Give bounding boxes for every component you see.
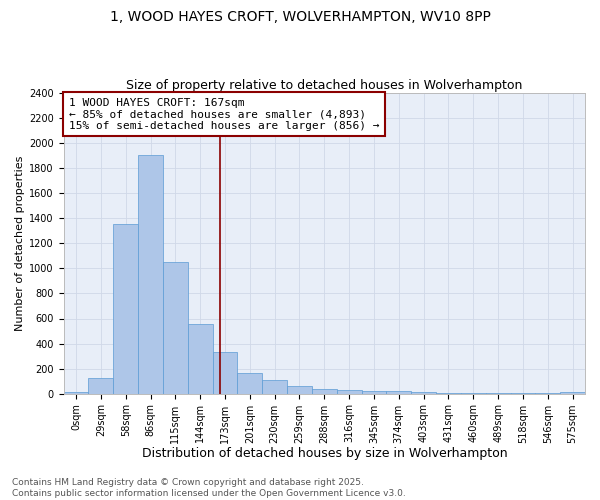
Bar (138, 154, 163, 394)
Y-axis label: Number of detached properties: Number of detached properties (15, 156, 25, 331)
Bar (88, 378, 113, 394)
Bar (212, 352, 238, 394)
Bar (113, 224, 138, 394)
Bar (386, 391, 411, 394)
Bar (163, 262, 188, 394)
Bar (287, 386, 312, 394)
Title: Size of property relative to detached houses in Wolverhampton: Size of property relative to detached ho… (126, 79, 523, 92)
Bar (362, 391, 386, 394)
Bar (64, 392, 88, 394)
Text: Contains HM Land Registry data © Crown copyright and database right 2025.
Contai: Contains HM Land Registry data © Crown c… (12, 478, 406, 498)
Bar (436, 393, 461, 394)
Bar (262, 380, 287, 394)
Bar (312, 389, 337, 394)
Bar (560, 392, 585, 394)
Bar (411, 392, 436, 394)
Bar (188, 324, 212, 394)
Text: 1 WOOD HAYES CROFT: 167sqm
← 85% of detached houses are smaller (4,893)
15% of s: 1 WOOD HAYES CROFT: 167sqm ← 85% of deta… (69, 98, 379, 131)
Text: 1, WOOD HAYES CROFT, WOLVERHAMPTON, WV10 8PP: 1, WOOD HAYES CROFT, WOLVERHAMPTON, WV10… (110, 10, 490, 24)
Bar (461, 393, 485, 394)
Bar (238, 373, 262, 394)
X-axis label: Distribution of detached houses by size in Wolverhampton: Distribution of detached houses by size … (142, 447, 507, 460)
Bar (337, 390, 362, 394)
